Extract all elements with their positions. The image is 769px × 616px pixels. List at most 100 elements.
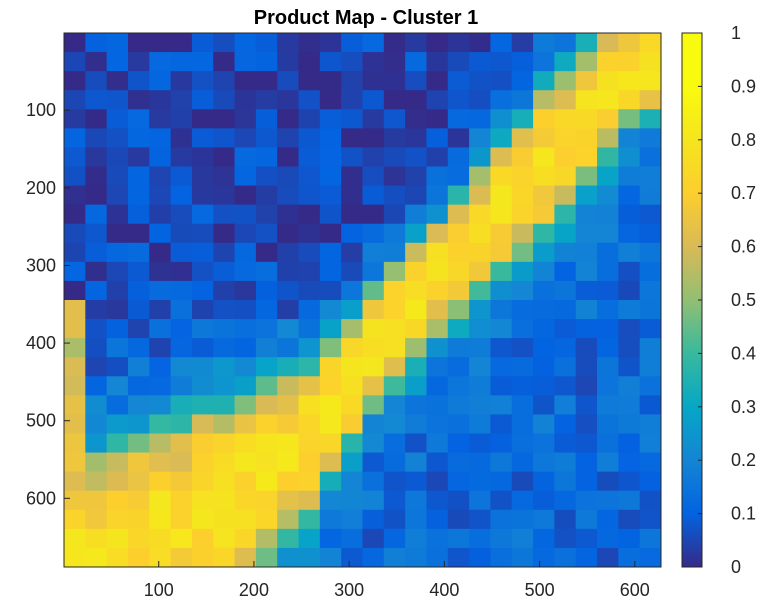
heatmap-cell xyxy=(319,509,342,530)
heatmap-cell xyxy=(213,90,236,110)
heatmap-cell xyxy=(639,547,661,567)
heatmap-cell xyxy=(170,128,193,149)
heatmap-cell xyxy=(341,261,364,282)
heatmap-cell xyxy=(341,547,364,567)
heatmap-cell xyxy=(511,204,534,225)
heatmap-cell xyxy=(533,185,555,206)
heatmap-cell xyxy=(447,528,470,549)
heatmap-cell xyxy=(255,280,278,301)
heatmap-cell xyxy=(277,33,300,53)
heatmap-cell xyxy=(383,395,406,416)
heatmap-cell xyxy=(298,109,321,129)
heatmap-cell xyxy=(277,433,300,454)
colorbar-tick-label: 0 xyxy=(731,557,741,577)
heatmap-cell xyxy=(511,300,534,320)
heatmap-cell xyxy=(255,433,278,454)
heatmap-cell xyxy=(234,261,257,282)
heatmap-cell xyxy=(298,376,321,396)
heatmap-cell xyxy=(149,376,172,396)
heatmap-cell xyxy=(426,147,449,168)
heatmap-cell xyxy=(447,261,470,282)
heatmap-cell xyxy=(319,223,342,244)
heatmap-cell xyxy=(469,261,492,282)
heatmap-cell xyxy=(639,300,661,320)
heatmap-cell xyxy=(106,376,129,396)
heatmap-cell xyxy=(575,509,598,530)
heatmap-cell xyxy=(383,509,406,530)
heatmap-cell xyxy=(533,261,555,282)
heatmap-cell xyxy=(597,185,619,206)
heatmap-cell xyxy=(127,166,150,187)
heatmap-cell xyxy=(277,128,300,149)
heatmap-cell xyxy=(298,90,321,110)
heatmap-cell xyxy=(341,71,364,91)
heatmap-cell xyxy=(85,242,108,263)
heatmap-cell xyxy=(383,376,406,396)
colorbar-tick-label: 0.7 xyxy=(731,183,756,203)
heatmap-cell xyxy=(383,280,406,301)
heatmap-cell xyxy=(405,71,428,91)
heatmap-cell xyxy=(426,433,449,454)
heatmap-cell xyxy=(639,204,661,225)
heatmap-cell xyxy=(554,185,577,206)
heatmap-cell xyxy=(490,338,513,358)
heatmap-cell xyxy=(213,452,236,473)
heatmap-cell xyxy=(575,395,598,416)
heatmap-cell xyxy=(362,261,385,282)
heatmap-cell xyxy=(469,490,492,511)
heatmap-cell xyxy=(597,490,619,511)
heatmap-cell xyxy=(255,90,278,110)
heatmap-cell xyxy=(469,185,492,206)
heatmap-cell xyxy=(191,242,214,263)
heatmap-cell xyxy=(575,128,598,149)
colorbar-tick-label: 1 xyxy=(731,23,741,43)
heatmap-cell xyxy=(298,509,321,530)
heatmap-cell xyxy=(234,433,257,454)
heatmap-cell xyxy=(426,490,449,511)
heatmap-cell xyxy=(191,52,214,72)
heatmap-cell xyxy=(618,33,641,53)
heatmap-cell xyxy=(149,185,172,206)
colorbar-tick-label: 0.9 xyxy=(731,76,756,96)
heatmap-cell xyxy=(277,547,300,567)
heatmap-cell xyxy=(191,204,214,225)
heatmap-cell xyxy=(426,338,449,358)
heatmap-cell xyxy=(533,52,555,72)
heatmap-cell xyxy=(511,452,534,473)
heatmap-cell xyxy=(191,414,214,435)
heatmap-cell xyxy=(255,33,278,53)
heatmap-cell xyxy=(106,452,129,473)
heatmap-cell xyxy=(426,414,449,435)
heatmap-cell xyxy=(255,300,278,320)
heatmap-cell xyxy=(127,147,150,168)
heatmap-cell xyxy=(277,204,300,225)
heatmap-cell xyxy=(618,147,641,168)
heatmap-cell xyxy=(618,414,641,435)
heatmap-cell xyxy=(319,452,342,473)
heatmap-cell xyxy=(511,52,534,72)
heatmap-cell xyxy=(362,395,385,416)
heatmap-cell xyxy=(234,528,257,549)
heatmap-cell xyxy=(447,128,470,149)
heatmap-cell xyxy=(277,509,300,530)
heatmap-cell xyxy=(255,471,278,492)
heatmap-cell xyxy=(85,547,108,567)
heatmap-cell xyxy=(341,128,364,149)
heatmap-cell xyxy=(511,33,534,53)
heatmap-cell xyxy=(319,414,342,435)
heatmap-cell xyxy=(362,300,385,320)
heatmap-cell xyxy=(298,147,321,168)
heatmap-cell xyxy=(64,319,86,339)
heatmap-cell xyxy=(469,338,492,358)
heatmap-cell xyxy=(191,300,214,320)
heatmap-cell xyxy=(106,166,129,187)
heatmap-cell xyxy=(362,204,385,225)
heatmap-cell xyxy=(234,300,257,320)
heatmap-cell xyxy=(191,280,214,301)
heatmap-cell xyxy=(575,280,598,301)
heatmap-cell xyxy=(191,452,214,473)
heatmap-cell xyxy=(362,280,385,301)
heatmap-cell xyxy=(575,547,598,567)
heatmap-cell xyxy=(319,128,342,149)
heatmap-cell xyxy=(426,509,449,530)
